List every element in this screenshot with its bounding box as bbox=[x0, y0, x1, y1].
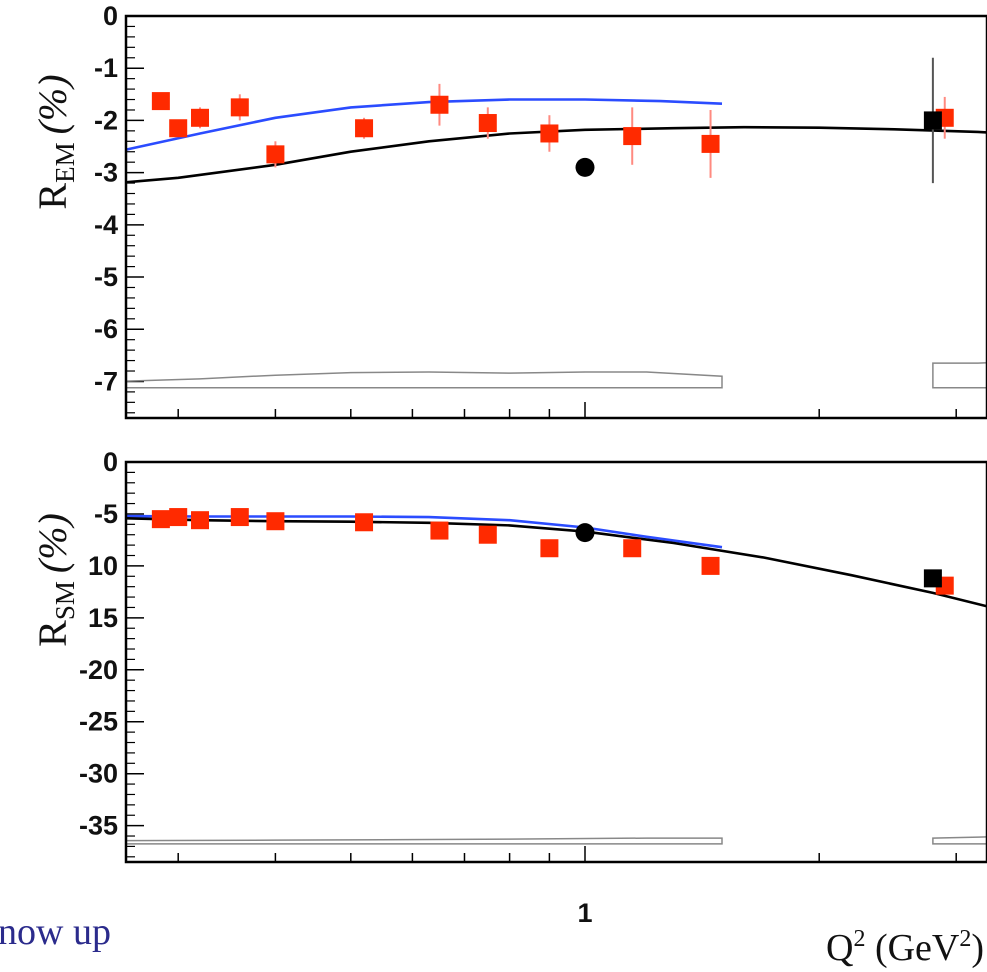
top-data-point-square bbox=[151, 92, 170, 111]
svg-text:RSM(%): RSM (%) bbox=[30, 513, 80, 647]
svg-text:REM(%): REM (%) bbox=[30, 74, 80, 209]
bottom-x-ticks bbox=[177, 846, 957, 862]
bottom-y-tick-label: 0 bbox=[103, 447, 118, 477]
bottom-data-point-square bbox=[266, 512, 285, 531]
bottom-data-point-square bbox=[623, 539, 642, 558]
top-data-point-square bbox=[266, 145, 285, 164]
top-ylabel-main: R bbox=[30, 183, 75, 210]
top-model-curve bbox=[126, 125, 987, 184]
top-data-point-square bbox=[355, 119, 374, 138]
bottom-data-point-square bbox=[540, 539, 559, 558]
bottom-data-point-square bbox=[151, 510, 170, 529]
bottom-ylabel: RSM (%) bbox=[30, 513, 80, 647]
bottom-panel-rsm: 0 -5 10 15 -20 -25 -30 -35 1 bbox=[79, 447, 987, 928]
top-data-point-square bbox=[540, 124, 559, 143]
bottom-model-curve bbox=[126, 514, 723, 549]
top-y-axis: 0 -1 -2 -3 -4 -5 -6 -7 bbox=[94, 1, 144, 414]
bottom-model-curve bbox=[126, 517, 987, 608]
bottom-y-tick-label: 10 bbox=[88, 551, 118, 581]
top-panel-rem: 0 -1 -2 -3 -4 -5 -6 -7 bbox=[94, 1, 987, 420]
top-frame bbox=[124, 14, 987, 420]
x-axis-label-sup: 2 bbox=[853, 926, 865, 952]
bottom-data-point-square bbox=[169, 508, 188, 527]
bottom-data-point-square bbox=[430, 521, 449, 540]
top-y-tick-label: -6 bbox=[94, 314, 118, 344]
bottom-y-tick-label: -20 bbox=[79, 655, 118, 685]
bottom-ylabel-sub: SM bbox=[50, 581, 80, 620]
top-data-point-square bbox=[478, 114, 497, 133]
caption-fragment: now up bbox=[0, 911, 111, 953]
bottom-data-point-square bbox=[701, 556, 720, 575]
bottom-y-tick-label: -25 bbox=[79, 707, 118, 737]
x-axis-label-unit-sup: 2 bbox=[959, 926, 971, 952]
top-systematic-band bbox=[126, 371, 723, 389]
bottom-plot-area bbox=[126, 508, 987, 845]
x-axis-label: Q2 (GeV2) bbox=[826, 926, 984, 969]
bottom-ylabel-main: R bbox=[30, 620, 75, 647]
bottom-y-tick-label: -35 bbox=[79, 811, 118, 841]
top-data-point-square bbox=[169, 119, 188, 138]
top-systematic-band bbox=[932, 362, 987, 389]
top-y-tick-label: -7 bbox=[94, 366, 118, 396]
top-x-ticks bbox=[177, 402, 957, 418]
top-data-point-square bbox=[623, 127, 642, 146]
top-y-tick-label: -5 bbox=[94, 262, 118, 292]
top-y-tick-label: -4 bbox=[94, 210, 118, 240]
top-y-tick-label: -3 bbox=[94, 158, 118, 188]
bottom-data-point-square bbox=[478, 525, 497, 544]
bottom-data-point-square bbox=[191, 511, 210, 530]
x-axis-label-close: ) bbox=[971, 927, 984, 969]
top-model-curve bbox=[126, 98, 723, 151]
top-data-point-square bbox=[230, 98, 249, 117]
x-tick-label: 1 bbox=[577, 898, 592, 928]
top-data-point-square bbox=[923, 111, 942, 130]
top-data-point-square bbox=[191, 108, 210, 127]
top-y-tick-label: -2 bbox=[94, 105, 118, 135]
top-data-point-square bbox=[701, 134, 720, 153]
x-axis-label-unit: (GeV bbox=[865, 927, 959, 969]
bottom-y-axis: 0 -5 10 15 -20 -25 -30 -35 bbox=[79, 447, 144, 858]
top-data-point-circle bbox=[575, 157, 595, 177]
bottom-y-tick-label: -30 bbox=[79, 759, 118, 789]
bottom-data-point-square bbox=[230, 508, 249, 527]
top-y-tick-label: 0 bbox=[103, 1, 118, 31]
bottom-ylabel-unit: (%) bbox=[30, 513, 75, 573]
top-data-point-square bbox=[430, 95, 449, 114]
bottom-frame bbox=[124, 460, 987, 864]
bottom-y-tick-label: -5 bbox=[94, 499, 118, 529]
bottom-data-point-square bbox=[355, 513, 374, 532]
bottom-systematic-band bbox=[932, 836, 987, 845]
top-ylabel: REM (%) bbox=[30, 74, 80, 209]
top-ylabel-unit: (%) bbox=[30, 74, 75, 134]
top-plot-area bbox=[126, 57, 987, 389]
top-y-tick-label: -1 bbox=[94, 53, 118, 83]
bottom-y-tick-label: 15 bbox=[88, 603, 118, 633]
bottom-systematic-band bbox=[126, 837, 723, 845]
bottom-data-point-circle bbox=[575, 523, 595, 543]
bottom-data-point-square bbox=[923, 569, 942, 588]
top-ylabel-sub: EM bbox=[50, 142, 80, 183]
x-axis-label-main: Q bbox=[826, 927, 853, 969]
